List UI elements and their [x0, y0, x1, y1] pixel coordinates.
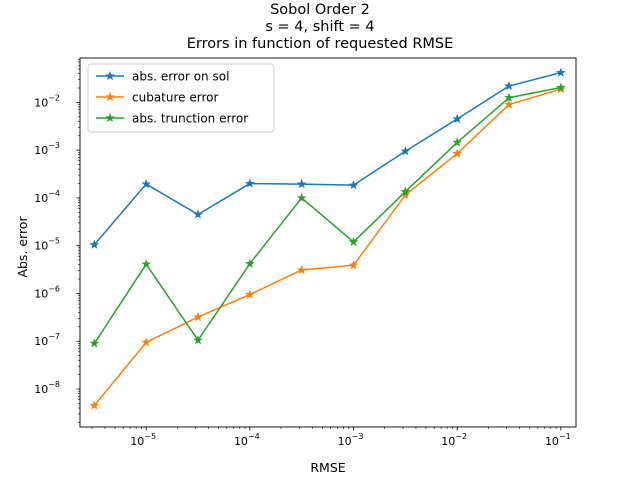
legend: abs. error on sol cubature error abs. trun…: [87, 63, 275, 133]
series-line: [93, 86, 561, 344]
data-point: [504, 99, 514, 109]
data-point: [193, 335, 203, 345]
x-tick-label: 10−4: [234, 432, 260, 448]
data-point: [400, 146, 411, 156]
y-tick-label: 10−5: [34, 237, 60, 253]
data-point: [193, 209, 203, 219]
series-2: [89, 84, 566, 410]
data-point: [452, 113, 462, 124]
data-point: [245, 258, 255, 268]
y-tick-label: 10−6: [34, 284, 60, 300]
data-point: [504, 80, 514, 91]
data-point: [89, 400, 100, 410]
x-tick-label: 10−3: [338, 432, 364, 448]
x-tick-label: 10−5: [130, 432, 156, 448]
x-tick-label: 10−1: [545, 432, 571, 448]
data-point: [504, 92, 514, 102]
data-point: [556, 82, 566, 92]
series-3: [89, 82, 566, 348]
data-point: [556, 67, 566, 77]
legend-label: cubature error: [132, 91, 218, 105]
data-point: [141, 259, 151, 269]
data-point: [296, 264, 307, 275]
data-point: [348, 260, 359, 270]
data-point: [452, 148, 462, 158]
y-tick-label: 10−3: [34, 141, 60, 157]
series-line: [93, 88, 562, 407]
y-tick-label: 10−8: [34, 380, 60, 396]
x-axis-label: RMSE: [310, 460, 345, 475]
y-tick-label: 10−2: [34, 93, 60, 109]
legend-marker: [105, 112, 115, 123]
plot-frame: [79, 57, 577, 428]
chart-title-line-2: s = 4, shift = 4: [265, 19, 375, 35]
data-point: [141, 179, 151, 189]
legend-box: [87, 63, 275, 133]
data-point: [348, 180, 359, 190]
data-point: [89, 338, 100, 348]
data-point: [452, 137, 462, 147]
y-axis-label: Abs. error: [15, 216, 30, 278]
data-point: [296, 179, 307, 189]
data-point: [245, 289, 255, 299]
data-point: [193, 312, 203, 322]
y-tick-label: 10−7: [34, 332, 60, 348]
chart-title-line-1: Sobol Order 2: [270, 2, 370, 18]
data-point: [400, 186, 411, 196]
legend-marker: [105, 70, 115, 81]
data-point: [245, 178, 255, 188]
legend-label: abs. trunction error: [132, 112, 248, 126]
legend-label: abs. error on sol: [132, 70, 229, 84]
axes: 10−5 10−4 10−3 10−2 10−1 10−8 10−7 10−6 10−5 10−4…: [34, 57, 577, 448]
data-point: [348, 236, 359, 247]
legend-marker: [105, 91, 115, 102]
series-1: [89, 67, 566, 249]
data-point: [141, 337, 151, 347]
data-point: [89, 239, 100, 249]
data-point: [296, 192, 307, 203]
series-layer: [89, 67, 566, 410]
y-tick-label: 10−4: [34, 189, 60, 205]
series-line: [93, 71, 562, 246]
chart-title-line-3: Errors in function of requested RMSE: [186, 36, 454, 52]
x-tick-label: 10−2: [441, 432, 467, 448]
